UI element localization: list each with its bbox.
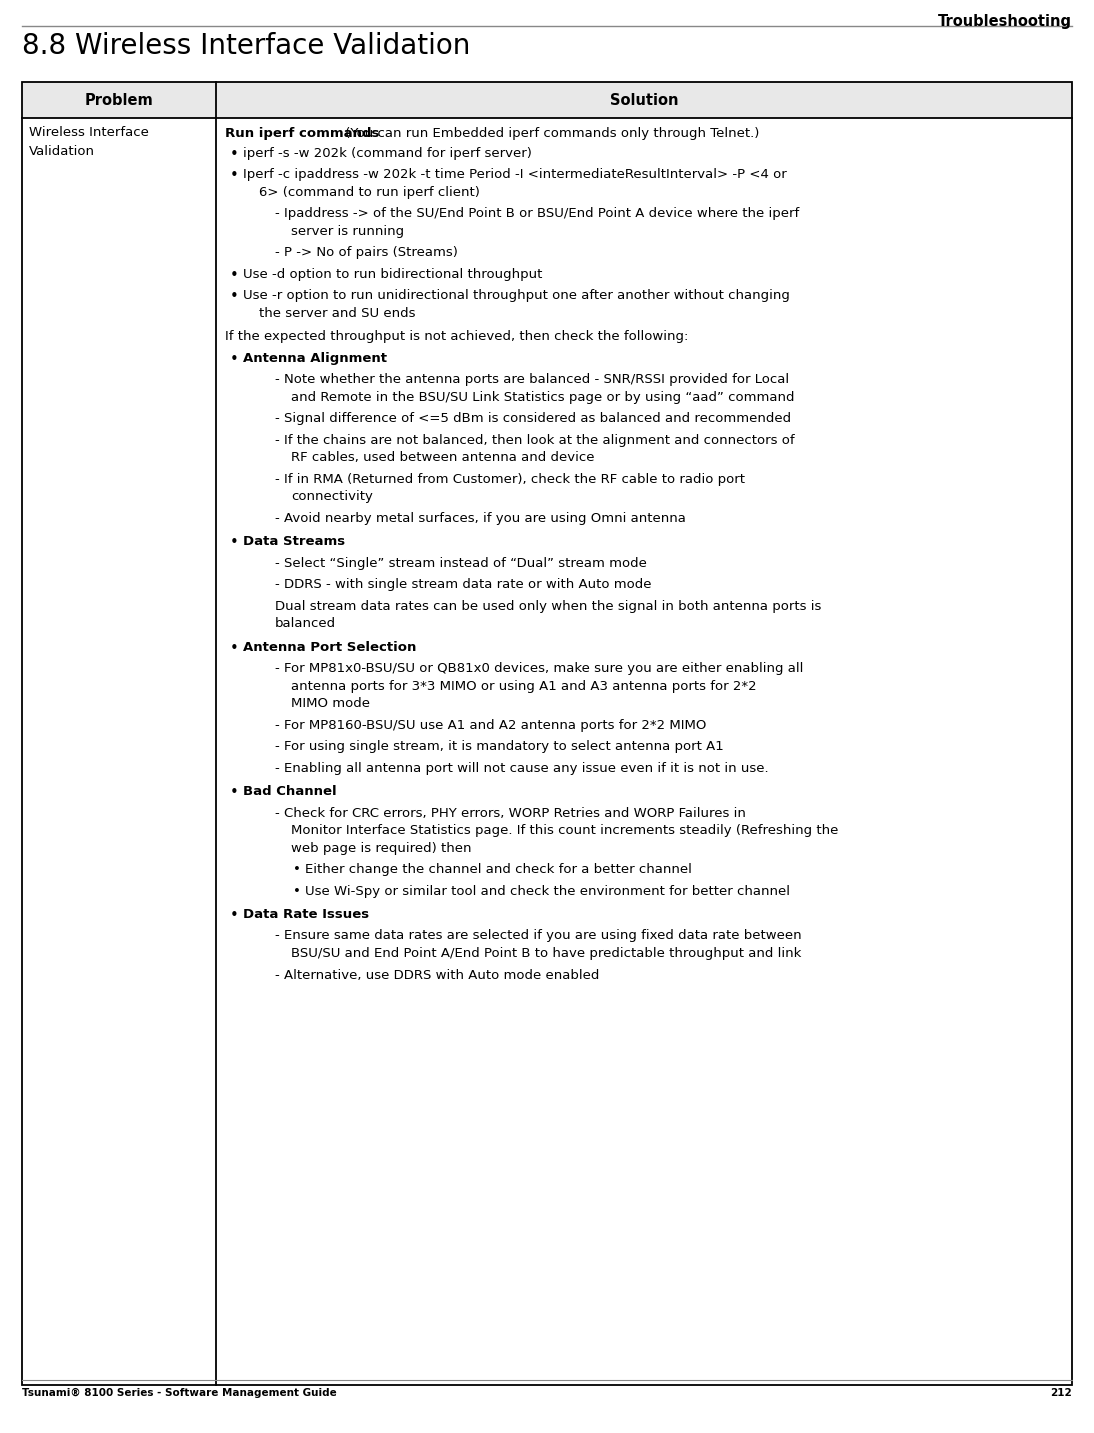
Text: - Note whether the antenna ports are balanced - SNR/RSSI provided for Local: - Note whether the antenna ports are bal… [275,373,789,385]
Text: Use -d option to run bidirectional throughput: Use -d option to run bidirectional throu… [243,268,543,281]
Text: •: • [230,168,238,183]
Text: - DDRS - with single stream data rate or with Auto mode: - DDRS - with single stream data rate or… [275,577,652,590]
Text: server is running: server is running [291,225,404,238]
Text: If the expected throughput is not achieved, then check the following:: If the expected throughput is not achiev… [225,330,688,342]
Text: - For using single stream, it is mandatory to select antenna port A1: - For using single stream, it is mandato… [275,739,724,752]
Text: Either change the channel and check for a better channel: Either change the channel and check for … [305,863,691,876]
Text: RF cables, used between antenna and device: RF cables, used between antenna and devi… [291,451,594,464]
Text: •: • [293,863,301,876]
Text: Iperf -c ipaddress -w 202k -t time Period -I <intermediateResultInterval> -P <4 : Iperf -c ipaddress -w 202k -t time Perio… [243,168,787,181]
Text: Antenna Alignment: Antenna Alignment [243,351,387,364]
Text: - Alternative, use DDRS with Auto mode enabled: - Alternative, use DDRS with Auto mode e… [275,969,600,982]
Text: the server and SU ends: the server and SU ends [259,307,416,320]
Text: 6> (command to run iperf client): 6> (command to run iperf client) [259,185,480,199]
Text: Use Wi-Spy or similar tool and check the environment for better channel: Use Wi-Spy or similar tool and check the… [305,884,790,897]
Text: 8.8 Wireless Interface Validation: 8.8 Wireless Interface Validation [22,32,470,60]
Text: connectivity: connectivity [291,490,373,503]
Text: - Select “Single” stream instead of “Dual” stream mode: - Select “Single” stream instead of “Dua… [275,556,647,569]
Text: •: • [293,884,301,897]
Text: MIMO mode: MIMO mode [291,696,370,709]
Text: - Signal difference of <=5 dBm is considered as balanced and recommended: - Signal difference of <=5 dBm is consid… [275,413,791,426]
Text: •: • [230,535,238,550]
Text: (You can run Embedded iperf commands only through Telnet.): (You can run Embedded iperf commands onl… [341,128,759,140]
Text: - Check for CRC errors, PHY errors, WORP Retries and WORP Failures in: - Check for CRC errors, PHY errors, WORP… [275,807,746,820]
Text: - If in RMA (Returned from Customer), check the RF cable to radio port: - If in RMA (Returned from Customer), ch… [275,473,745,486]
Text: •: • [230,909,238,923]
Text: Antenna Port Selection: Antenna Port Selection [243,641,417,653]
Text: •: • [230,351,238,367]
Text: 212: 212 [1050,1389,1072,1399]
Text: - For MP81x0-BSU/SU or QB81x0 devices, make sure you are either enabling all: - For MP81x0-BSU/SU or QB81x0 devices, m… [275,662,803,675]
Text: antenna ports for 3*3 MIMO or using A1 and A3 antenna ports for 2*2: antenna ports for 3*3 MIMO or using A1 a… [291,679,757,692]
Text: •: • [230,289,238,304]
Text: Data Rate Issues: Data Rate Issues [243,909,369,921]
Text: •: • [230,785,238,800]
Text: Problem: Problem [84,93,153,107]
Text: •: • [230,146,238,162]
Bar [22,82,1072,118]
Text: iperf -s -w 202k (command for iperf server): iperf -s -w 202k (command for iperf serv… [243,146,532,159]
Text: - P -> No of pairs (Streams): - P -> No of pairs (Streams) [275,246,458,259]
Text: Monitor Interface Statistics page. If this count increments steadily (Refreshing: Monitor Interface Statistics page. If th… [291,824,838,837]
Text: and Remote in the BSU/SU Link Statistics page or by using “aad” command: and Remote in the BSU/SU Link Statistics… [291,391,794,404]
Text: •: • [230,641,238,655]
Text: balanced: balanced [275,618,336,631]
Text: - If the chains are not balanced, then look at the alignment and connectors of: - If the chains are not balanced, then l… [275,434,794,447]
Text: BSU/SU and End Point A/End Point B to have predictable throughput and link: BSU/SU and End Point A/End Point B to ha… [291,947,802,960]
Text: •: • [230,268,238,282]
Text: Data Streams: Data Streams [243,535,345,547]
Text: - Ipaddress -> of the SU/End Point B or BSU/End Point A device where the iperf: - Ipaddress -> of the SU/End Point B or … [275,206,800,221]
Text: Run iperf commands: Run iperf commands [225,128,380,140]
Text: Solution: Solution [609,93,678,107]
Text: Wireless Interface
Validation: Wireless Interface Validation [30,126,149,158]
Text: Troubleshooting: Troubleshooting [938,14,1072,29]
Text: web page is required) then: web page is required) then [291,841,472,854]
Text: Tsunami® 8100 Series - Software Management Guide: Tsunami® 8100 Series - Software Manageme… [22,1389,337,1399]
Text: Bad Channel: Bad Channel [243,785,337,798]
Text: - For MP8160-BSU/SU use A1 and A2 antenna ports for 2*2 MIMO: - For MP8160-BSU/SU use A1 and A2 antenn… [275,718,707,731]
Text: - Ensure same data rates are selected if you are using fixed data rate between: - Ensure same data rates are selected if… [275,930,802,943]
Text: Dual stream data rates can be used only when the signal in both antenna ports is: Dual stream data rates can be used only … [275,599,822,612]
Text: - Enabling all antenna port will not cause any issue even if it is not in use.: - Enabling all antenna port will not cau… [275,761,769,774]
Text: - Avoid nearby metal surfaces, if you are using Omni antenna: - Avoid nearby metal surfaces, if you ar… [275,512,686,524]
Text: Use -r option to run unidirectional throughput one after another without changin: Use -r option to run unidirectional thro… [243,289,790,302]
